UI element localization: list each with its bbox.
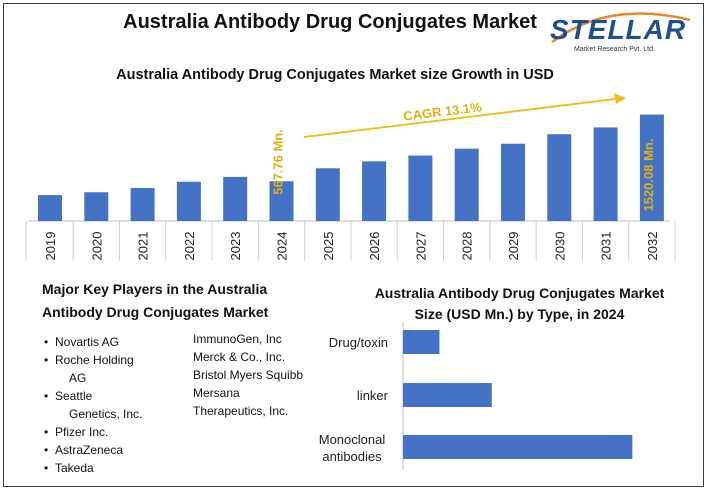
player-item: Takeda	[44, 459, 184, 477]
player-name-continued: Genetics, Inc.	[69, 407, 143, 421]
bar-2026	[362, 161, 387, 221]
player-item: AstraZeneca	[44, 441, 184, 459]
bar-2021	[130, 188, 155, 221]
logo-swoosh	[551, 12, 691, 44]
growth-bar-chart: 2019 2020 2021 2022 2023 2024 2025 2026 2027 2028…	[25, 93, 676, 261]
players-list-right: ImmunoGen, Inc Merck & Co., Inc. Bristol M…	[193, 330, 313, 420]
x-tick-label: 2032	[645, 232, 660, 261]
bar-2028	[454, 148, 479, 221]
x-tick-label: 2027	[413, 232, 428, 261]
player-name: Seattle	[55, 389, 93, 403]
x-tick-label: 2025	[321, 232, 336, 261]
player-item: Novartis AG	[44, 333, 184, 351]
x-tick-label: 2026	[367, 232, 382, 261]
player-item: Seattle Genetics, Inc.	[44, 387, 184, 423]
bar-2031	[593, 127, 618, 221]
bar-2025	[315, 168, 340, 221]
stellar-logo: STELLAR Market Research Pvt. Ltd.	[550, 12, 691, 53]
data-label-2024: 567.76 Mn.	[271, 129, 286, 195]
bar-2020	[84, 192, 109, 221]
x-tick-label: 2020	[89, 232, 104, 261]
cagr-arrow-head	[614, 93, 626, 104]
x-tick-label: 2023	[228, 232, 243, 261]
player-name: Novartis AG	[55, 335, 120, 349]
player-item: Pfizer Inc.	[44, 423, 184, 441]
player-name: Roche Holding	[55, 353, 134, 367]
x-tick-label: 2021	[136, 232, 151, 261]
growth-chart-title: Australia Antibody Drug Conjugates Marke…	[116, 67, 554, 83]
player-item: Merck & Co., Inc.	[193, 350, 286, 364]
page-title: Australia Antibody Drug Conjugates Marke…	[123, 11, 537, 33]
player-item: ImmunoGen, Inc	[193, 332, 282, 346]
data-label-2032: 1520.08 Mn.	[641, 139, 656, 212]
infographic-frame	[3, 3, 704, 487]
bar-2019	[38, 195, 62, 221]
bar-2030	[547, 134, 572, 221]
x-tick-label: 2019	[43, 232, 58, 261]
x-tick-label: 2031	[599, 232, 614, 261]
player-item: Mersana Therapeutics, Inc.	[193, 386, 289, 418]
x-tick-label: 2022	[182, 232, 197, 261]
bar-2023	[223, 176, 248, 221]
player-name: Takeda	[55, 461, 94, 475]
bar-2032	[639, 114, 664, 221]
x-tick-label: 2030	[552, 232, 567, 261]
player-name-continued: AG	[69, 371, 87, 385]
x-tick-label: 2024	[275, 232, 290, 261]
logo-tagline: Market Research Pvt. Ltd.	[574, 46, 655, 53]
players-heading: Major Key Players in the Australia Antib…	[42, 281, 269, 320]
type-chart-title: Australia Antibody Drug Conjugates Marke…	[374, 285, 665, 322]
x-tick-label: 2028	[460, 232, 475, 261]
bar-2029	[501, 143, 525, 221]
player-item: Roche Holding AG	[44, 351, 184, 387]
player-item: Bristol Myers Squibb	[193, 368, 304, 382]
player-name: AstraZeneca	[55, 443, 124, 457]
bar-2024	[269, 181, 294, 221]
player-name: Pfizer Inc.	[55, 425, 109, 439]
x-tick-label: 2029	[506, 232, 521, 261]
bar-2022	[176, 181, 201, 221]
players-list-left: Novartis AG Roche Holding AG Seattle Genetic…	[44, 333, 184, 477]
logo-wordmark: STELLAR	[550, 14, 686, 45]
cagr-arrow-line	[303, 98, 616, 138]
bar-2027	[408, 155, 433, 221]
